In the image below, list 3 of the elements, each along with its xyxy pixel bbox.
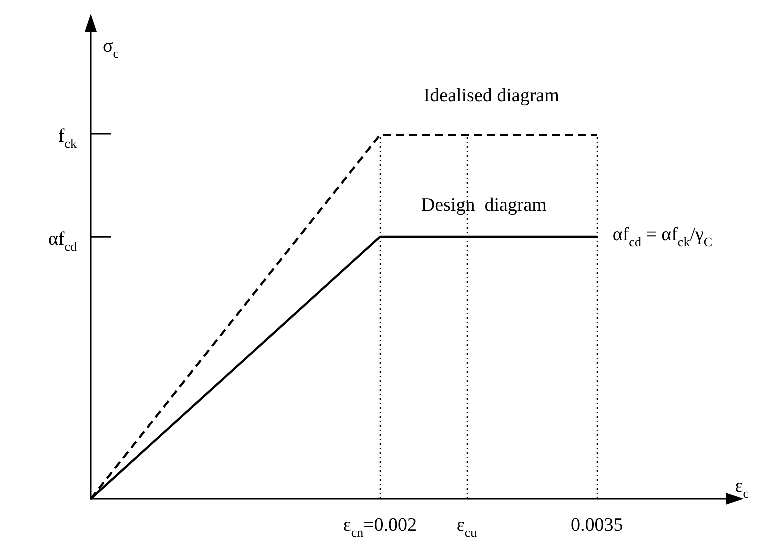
annotation: Design diagram bbox=[421, 194, 548, 216]
text: Idealised diagram bbox=[424, 85, 560, 106]
x-tick-label: 0.0035 bbox=[570, 515, 624, 536]
